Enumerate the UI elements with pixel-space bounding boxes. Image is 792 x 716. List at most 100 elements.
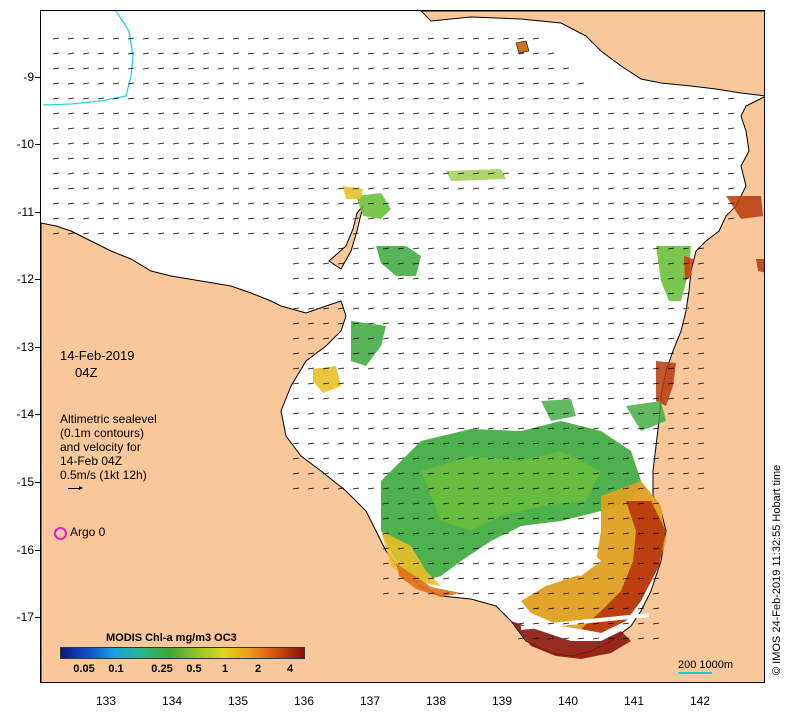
map-frame[interactable] <box>40 10 765 683</box>
velocity-arrow <box>127 112 135 115</box>
velocity-arrow <box>202 112 210 115</box>
velocity-arrow <box>472 427 480 430</box>
velocity-arrow <box>607 292 615 295</box>
velocity-arrow <box>502 592 510 595</box>
velocity-arrow <box>427 562 435 565</box>
velocity-arrow <box>622 457 630 460</box>
velocity-arrow <box>502 67 510 70</box>
velocity-arrow <box>592 487 600 490</box>
velocity-arrow <box>487 442 495 445</box>
velocity-arrow <box>622 382 630 385</box>
velocity-arrow <box>232 97 240 100</box>
velocity-arrow <box>652 412 660 415</box>
velocity-arrow <box>442 202 450 205</box>
velocity-arrow <box>697 322 705 325</box>
velocity-arrow <box>277 127 285 130</box>
velocity-arrow <box>172 202 180 205</box>
velocity-arrow <box>367 442 375 445</box>
velocity-arrow <box>352 97 360 100</box>
velocity-arrow <box>547 217 555 220</box>
velocity-arrow <box>532 637 540 640</box>
velocity-arrow <box>682 232 690 235</box>
velocity-arrow <box>517 292 525 295</box>
velocity-arrow <box>682 127 690 130</box>
velocity-arrow <box>727 202 735 205</box>
legend-line: 14-Feb 04Z <box>60 454 123 468</box>
velocity-arrow <box>637 547 645 550</box>
velocity-arrow <box>652 187 660 190</box>
velocity-arrow <box>622 127 630 130</box>
velocity-arrow <box>382 37 390 40</box>
velocity-arrow <box>562 247 570 250</box>
velocity-arrow <box>472 562 480 565</box>
velocity-arrow <box>712 142 720 145</box>
velocity-arrow <box>592 442 600 445</box>
velocity-arrow <box>652 97 660 100</box>
velocity-arrow <box>382 397 390 400</box>
velocity-arrow <box>562 157 570 160</box>
velocity-arrow <box>292 277 300 280</box>
velocity-arrow <box>697 262 705 265</box>
velocity-arrow <box>142 142 150 145</box>
velocity-arrow <box>502 217 510 220</box>
velocity-arrow <box>277 97 285 100</box>
velocity-arrow <box>697 232 705 235</box>
velocity-arrow <box>562 322 570 325</box>
velocity-arrow <box>157 97 165 100</box>
velocity-arrow <box>712 127 720 130</box>
velocity-arrow <box>532 412 540 415</box>
velocity-arrow <box>367 427 375 430</box>
velocity-arrow <box>172 157 180 160</box>
velocity-arrow <box>217 172 225 175</box>
velocity-arrow <box>562 517 570 520</box>
velocity-arrow <box>67 202 75 205</box>
velocity-arrow <box>592 472 600 475</box>
velocity-arrow <box>442 397 450 400</box>
velocity-arrow <box>472 472 480 475</box>
velocity-arrow <box>652 397 660 400</box>
velocity-arrow <box>472 52 480 55</box>
velocity-arrow <box>472 157 480 160</box>
velocity-arrow <box>352 397 360 400</box>
velocity-arrow <box>622 97 630 100</box>
velocity-arrow <box>547 52 555 55</box>
velocity-arrow <box>547 472 555 475</box>
velocity-arrow <box>307 352 315 355</box>
velocity-arrow <box>292 307 300 310</box>
velocity-scale-arrow <box>68 486 83 490</box>
velocity-arrow <box>682 202 690 205</box>
velocity-arrow <box>112 142 120 145</box>
velocity-arrow <box>487 517 495 520</box>
velocity-arrow <box>322 442 330 445</box>
velocity-arrow <box>187 97 195 100</box>
velocity-arrow <box>697 457 705 460</box>
velocity-arrow <box>457 52 465 55</box>
velocity-arrow <box>172 232 180 235</box>
velocity-arrow <box>637 232 645 235</box>
velocity-arrow <box>262 157 270 160</box>
velocity-arrow <box>487 502 495 505</box>
velocity-arrow <box>337 457 345 460</box>
velocity-arrow <box>577 472 585 475</box>
velocity-arrow <box>412 472 420 475</box>
velocity-arrow <box>637 187 645 190</box>
velocity-arrow <box>352 367 360 370</box>
velocity-arrow <box>367 52 375 55</box>
velocity-arrow <box>502 487 510 490</box>
velocity-arrow <box>292 397 300 400</box>
velocity-arrow <box>532 592 540 595</box>
velocity-arrow <box>52 232 60 235</box>
velocity-arrow <box>202 52 210 55</box>
velocity-arrow <box>337 442 345 445</box>
velocity-arrow <box>592 187 600 190</box>
velocity-arrow <box>667 472 675 475</box>
velocity-arrow <box>697 187 705 190</box>
velocity-arrow <box>322 487 330 490</box>
velocity-arrow <box>547 307 555 310</box>
velocity-arrow <box>727 157 735 160</box>
land-small-island <box>515 40 530 54</box>
velocity-arrow <box>562 412 570 415</box>
velocity-arrow <box>352 307 360 310</box>
velocity-arrow <box>322 202 330 205</box>
velocity-arrow <box>562 442 570 445</box>
